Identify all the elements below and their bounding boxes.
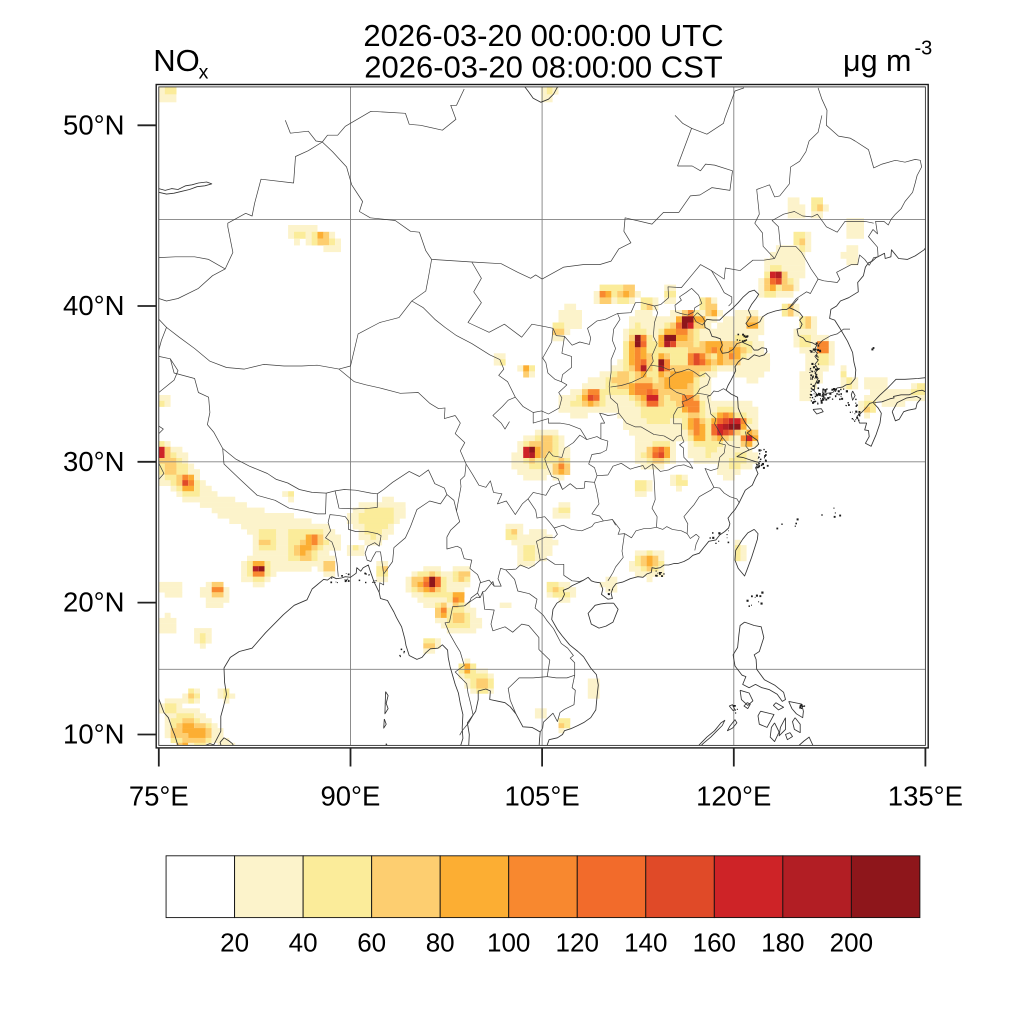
svg-text:20: 20 [220, 928, 249, 958]
svg-text:90°E: 90°E [320, 781, 380, 812]
svg-text:105°E: 105°E [504, 781, 579, 812]
svg-text:2026-03-20 08:00:00 CST: 2026-03-20 08:00:00 CST [364, 49, 723, 84]
svg-text:75°E: 75°E [129, 781, 189, 812]
svg-text:-3: -3 [915, 37, 933, 59]
svg-text:100: 100 [487, 928, 530, 958]
svg-text:80: 80 [426, 928, 455, 958]
svg-text:120°E: 120°E [696, 781, 771, 812]
svg-text:μg m: μg m [843, 44, 911, 78]
svg-text:120: 120 [556, 928, 599, 958]
svg-text:60: 60 [357, 928, 386, 958]
svg-text:135°E: 135°E [888, 781, 963, 812]
svg-text:30°N: 30°N [63, 446, 124, 477]
svg-text:40°N: 40°N [63, 290, 124, 321]
svg-text:2026-03-20 00:00:00 UTC: 2026-03-20 00:00:00 UTC [363, 18, 723, 53]
svg-text:40: 40 [289, 928, 318, 958]
svg-text:10°N: 10°N [63, 719, 124, 750]
svg-text:140: 140 [624, 928, 667, 958]
svg-text:x: x [199, 61, 209, 83]
svg-text:160: 160 [693, 928, 736, 958]
svg-text:200: 200 [830, 928, 873, 958]
svg-text:20°N: 20°N [63, 587, 124, 618]
svg-text:180: 180 [761, 928, 804, 958]
svg-text:NO: NO [153, 43, 200, 78]
svg-text:50°N: 50°N [63, 109, 124, 140]
